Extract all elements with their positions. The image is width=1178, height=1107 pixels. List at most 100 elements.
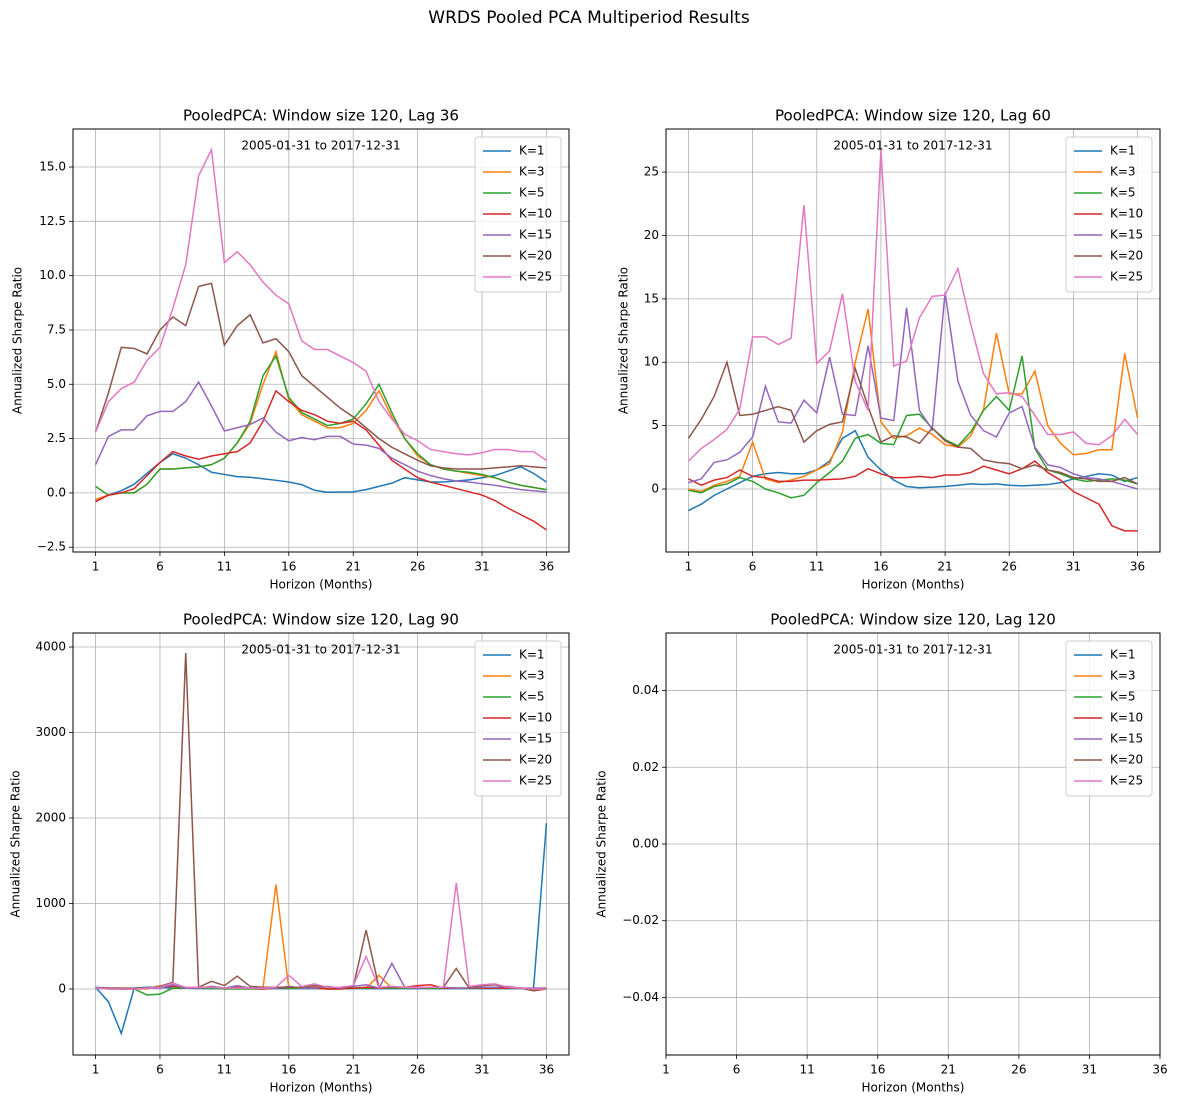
- legend-label: K=1: [519, 144, 545, 158]
- subplot-title: PooledPCA: Window size 120, Lag 36: [183, 107, 459, 125]
- legend-label: K=15: [519, 228, 552, 242]
- y-axis-label: Annualized Sharpe Ratio: [595, 770, 609, 917]
- y-tick-label: 4000: [35, 640, 66, 654]
- data-line: [688, 308, 1139, 493]
- x-tick-label: 21: [346, 1063, 361, 1077]
- x-tick-label: 36: [539, 1063, 554, 1077]
- legend: K=1 K=3 K=5 K=10 K=15 K=20 K=25: [1065, 136, 1153, 293]
- subplot-title: PooledPCA: Window size 120, Lag 60: [775, 107, 1051, 125]
- annotation: 2005-01-31 to 2017-12-31: [241, 139, 400, 153]
- y-tick-label: −2.5: [37, 540, 66, 554]
- y-tick-label: 12.5: [39, 214, 66, 228]
- x-tick-label: 16: [281, 560, 296, 574]
- x-axis-label: Horizon (Months): [270, 1081, 373, 1095]
- data-line: [688, 460, 1138, 532]
- legend-label: K=25: [519, 270, 552, 284]
- legend-label: K=15: [519, 732, 552, 746]
- data-line: [95, 354, 547, 496]
- x-tick-label: 31: [1082, 1063, 1097, 1077]
- y-tick-label: 10.0: [39, 268, 66, 282]
- data-line: [688, 355, 1138, 499]
- y-tick-label: −0.04: [622, 990, 659, 1004]
- x-tick-label: 11: [809, 560, 824, 574]
- legend: K=1 K=3 K=5 K=10 K=15 K=20 K=25: [474, 640, 562, 797]
- legend: K=1 K=3 K=5 K=10 K=15 K=20 K=25: [1065, 640, 1153, 797]
- y-tick-label: 20: [644, 228, 659, 242]
- y-tick-label: 0.02: [632, 760, 659, 774]
- x-tick-label: 1: [92, 560, 100, 574]
- x-axis-label: Horizon (Months): [862, 1081, 965, 1095]
- y-tick-label: −0.02: [622, 913, 659, 927]
- x-tick-label: 16: [873, 560, 888, 574]
- legend-label: K=15: [1110, 228, 1143, 242]
- legend-label: K=5: [519, 690, 545, 704]
- annotation: 2005-01-31 to 2017-12-31: [241, 643, 400, 657]
- y-tick-label: 0.0: [47, 485, 66, 499]
- data-line: [687, 149, 1139, 462]
- x-tick-label: 36: [1130, 560, 1145, 574]
- annotation: 2005-01-31 to 2017-12-31: [833, 139, 992, 153]
- data-line: [687, 359, 1138, 485]
- legend-box: [474, 136, 562, 293]
- y-tick-label: 3000: [35, 725, 66, 739]
- data-line: [95, 882, 547, 990]
- x-tick-label: 31: [1066, 560, 1081, 574]
- legend-label: K=3: [1110, 165, 1136, 179]
- x-tick-label: 26: [410, 560, 425, 574]
- x-tick-label: 1: [685, 560, 693, 574]
- y-tick-label: 5.0: [47, 377, 66, 391]
- y-tick-label: 10: [644, 355, 659, 369]
- legend-label: K=3: [1110, 669, 1136, 683]
- axes-frame: [72, 632, 570, 1056]
- y-tick-label: 15.0: [39, 160, 66, 174]
- x-tick-label: 26: [410, 1063, 425, 1077]
- legend-label: K=5: [519, 186, 545, 200]
- x-tick-label: 31: [474, 1063, 489, 1077]
- y-axis-label: Annualized Sharpe Ratio: [617, 267, 631, 414]
- legend: K=1 K=3 K=5 K=10 K=15 K=20 K=25: [474, 136, 562, 293]
- x-tick-label: 11: [800, 1063, 815, 1077]
- data-line: [94, 147, 547, 461]
- x-tick-label: 21: [941, 1063, 956, 1077]
- x-tick-label: 16: [281, 1063, 296, 1077]
- legend-label: K=10: [1110, 711, 1143, 725]
- axes-frame: [72, 128, 570, 553]
- x-tick-label: 1: [662, 1063, 670, 1077]
- legend-label: K=1: [1110, 144, 1136, 158]
- subplot-title: PooledPCA: Window size 120, Lag 90: [183, 611, 459, 629]
- y-tick-label: 0: [651, 482, 659, 496]
- subplot: 1 6 11 16 21 26 31 36−0.04−0.020.000.020.04Pool…: [595, 611, 1168, 1095]
- annotation: 2005-01-31 to 2017-12-31: [833, 643, 992, 657]
- data-line: [95, 452, 547, 503]
- x-tick-label: 6: [156, 560, 164, 574]
- y-tick-label: 2.5: [47, 431, 66, 445]
- legend-label: K=20: [1110, 249, 1143, 263]
- y-tick-label: 0: [58, 981, 66, 995]
- x-axis-label: Horizon (Months): [270, 578, 373, 592]
- y-tick-label: 7.5: [47, 322, 66, 336]
- legend-box: [1065, 640, 1153, 797]
- x-tick-label: 1: [92, 1063, 100, 1077]
- y-tick-label: 0.00: [632, 837, 659, 851]
- legend-label: K=5: [1110, 186, 1136, 200]
- x-tick-label: 26: [1011, 1063, 1026, 1077]
- legend-box: [1065, 136, 1153, 293]
- y-axis-label: Annualized Sharpe Ratio: [9, 770, 23, 917]
- axes-frame: [665, 632, 1161, 1056]
- data-line: [95, 389, 547, 531]
- subplot: 1 6 11 16 21 26 31 3601000200030004000PooledPCA…: [9, 611, 570, 1095]
- legend-label: K=15: [1110, 732, 1143, 746]
- x-axis-label: Horizon (Months): [862, 578, 965, 592]
- data-line: [688, 429, 1138, 512]
- legend-box: [474, 640, 562, 797]
- legend-label: K=20: [519, 753, 552, 767]
- data-line: [94, 282, 547, 470]
- y-axis-label: Annualized Sharpe Ratio: [11, 267, 25, 414]
- figure-title: WRDS Pooled PCA Multiperiod Results: [428, 8, 750, 28]
- x-tick-label: 21: [937, 560, 952, 574]
- subplot-title: PooledPCA: Window size 120, Lag 120: [770, 611, 1056, 629]
- legend-label: K=20: [1110, 753, 1143, 767]
- legend-label: K=1: [1110, 648, 1136, 662]
